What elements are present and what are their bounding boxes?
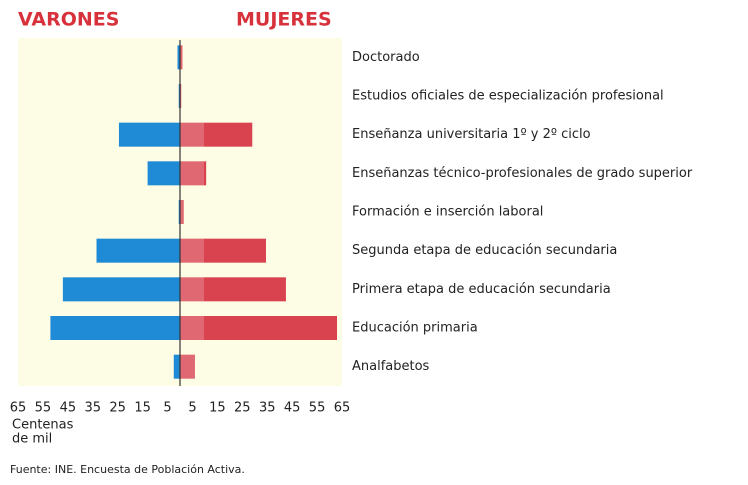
bar — [180, 316, 338, 340]
x-axis-label: Centenas — [12, 418, 74, 433]
bar — [180, 122, 253, 147]
bar-highlight — [180, 161, 204, 186]
x-tick-label: 35 — [84, 401, 101, 416]
bar — [178, 200, 180, 224]
bar — [147, 161, 180, 186]
bar-highlight — [180, 277, 204, 302]
x-tick-label: 5 — [188, 401, 196, 416]
bar-highlight — [180, 45, 183, 70]
category-label: Primera etapa de educación secundaria — [352, 282, 611, 297]
bar — [180, 45, 183, 70]
bar — [180, 200, 184, 224]
legend-label: VARONES — [18, 9, 119, 31]
category-label: Segunda etapa de educación secundaria — [352, 243, 617, 258]
category-label: Formación e inserción laboral — [352, 205, 543, 220]
bar-highlight — [180, 354, 195, 379]
bar — [50, 316, 181, 340]
bar-highlight — [180, 84, 182, 108]
bar — [180, 161, 207, 186]
bar-highlight — [180, 200, 184, 224]
x-tick-label: 65 — [334, 401, 351, 416]
x-tick-label: 65 — [10, 401, 27, 416]
category-label: Doctorado — [352, 50, 420, 65]
x-tick-label: 45 — [284, 401, 301, 416]
category-label: Estudios oficiales de especialización pr… — [352, 89, 664, 104]
source: Fuente: INE. Encuesta de Población Activ… — [10, 463, 245, 476]
bar — [178, 84, 180, 108]
bar-highlight — [180, 238, 204, 263]
bar — [180, 84, 182, 108]
bar-highlight — [180, 316, 204, 340]
bar — [180, 238, 266, 263]
bar — [173, 354, 180, 379]
x-tick-label: 15 — [209, 401, 226, 416]
bar — [62, 277, 180, 302]
bar — [180, 354, 195, 379]
x-tick-label: 35 — [259, 401, 276, 416]
legend-label: MUJERES — [236, 9, 332, 31]
bar — [96, 238, 180, 263]
category-label: Enseñanza universitaria 1º y 2º ciclo — [352, 127, 591, 142]
category-label: Analfabetos — [352, 359, 430, 374]
bar — [177, 45, 180, 70]
x-axis-label: de mil — [12, 432, 52, 447]
category-label: Enseñanzas técnico-profesionales de grad… — [352, 166, 693, 181]
x-tick-label: 25 — [109, 401, 126, 416]
x-tick-label: 15 — [134, 401, 151, 416]
x-tick-label: 45 — [60, 401, 77, 416]
bar — [180, 277, 286, 302]
x-tick-label: 55 — [35, 401, 52, 416]
category-label: Educación primaria — [352, 321, 478, 336]
x-tick-label: 25 — [234, 401, 251, 416]
bar-highlight — [180, 122, 204, 147]
x-tick-label: 55 — [309, 401, 326, 416]
x-tick-label: 5 — [163, 401, 171, 416]
bar — [118, 122, 180, 147]
